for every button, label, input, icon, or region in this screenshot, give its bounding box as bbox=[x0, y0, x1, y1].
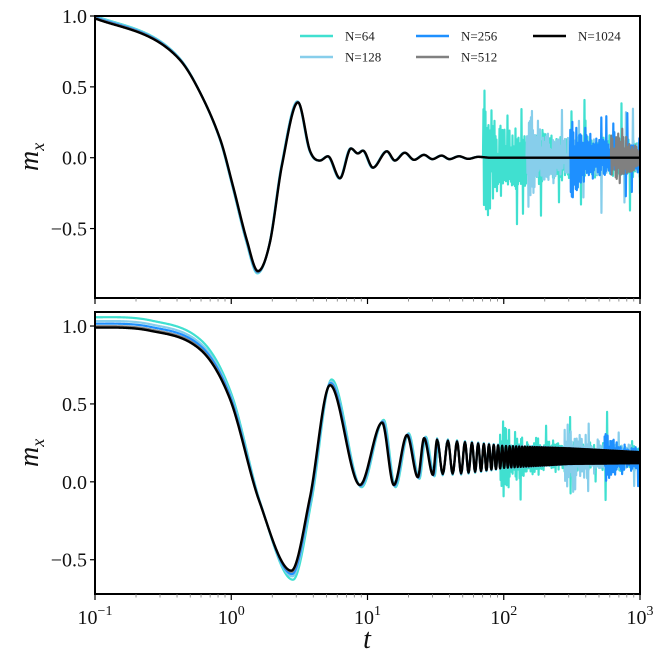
x-tick-label: 10−1 bbox=[78, 604, 113, 629]
y-tick-label: −0.5 bbox=[51, 550, 87, 572]
legend-item: N=1024 bbox=[533, 29, 621, 44]
legend-item: N=64 bbox=[300, 29, 375, 44]
y-tick-label: 1.0 bbox=[62, 6, 87, 28]
plot-area bbox=[95, 316, 640, 581]
legend-label: N=1024 bbox=[578, 29, 621, 44]
legend-label: N=64 bbox=[345, 29, 375, 44]
top-panel: 1.0 0.5 0.0 −0.5 mx bbox=[14, 6, 641, 304]
legend-item: N=512 bbox=[416, 50, 497, 65]
legend-label: N=256 bbox=[461, 29, 498, 44]
plot-area bbox=[95, 16, 640, 275]
legend-item: N=256 bbox=[416, 29, 498, 44]
x-tick-label: 101 bbox=[354, 604, 381, 629]
legend-item: N=128 bbox=[300, 50, 381, 65]
y-axis-label: mx bbox=[14, 143, 48, 171]
y-tick-label: 1.0 bbox=[62, 316, 87, 338]
x-tick-label: 100 bbox=[218, 604, 245, 629]
bottom-panel: 10−1 100 101 102 103 1.0 0.5 0.0 −0.5 mx t bbox=[14, 311, 654, 655]
y-tick-label: 0.5 bbox=[62, 394, 87, 416]
legend-label: N=512 bbox=[461, 50, 497, 65]
y-tick-label: −0.5 bbox=[51, 219, 87, 241]
x-tick-label: 103 bbox=[627, 604, 654, 629]
x-axis-label: t bbox=[363, 624, 372, 655]
y-axis-label: mx bbox=[14, 439, 48, 467]
legend-label: N=128 bbox=[345, 50, 381, 65]
legend: N=64 N=128 N=256 N=512 N=1024 bbox=[300, 29, 621, 65]
y-tick-label: 0.0 bbox=[62, 148, 87, 170]
y-tick-label: 0.5 bbox=[62, 77, 87, 99]
series-line-n1024 bbox=[95, 326, 640, 572]
y-tick-label: 0.0 bbox=[62, 472, 87, 494]
series-line-n1024 bbox=[95, 17, 640, 273]
x-tick-label: 102 bbox=[490, 604, 517, 629]
